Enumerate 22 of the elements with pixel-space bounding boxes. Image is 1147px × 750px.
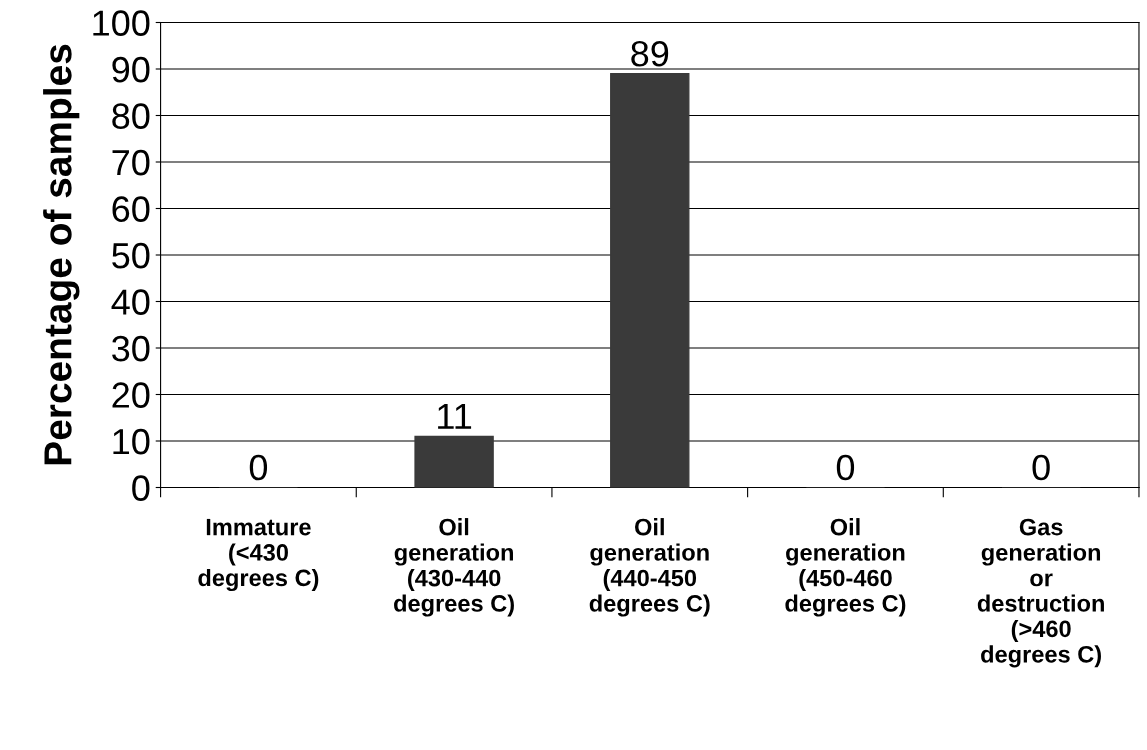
y-tick-label: 70 xyxy=(112,149,150,176)
data-label: 0 xyxy=(1032,454,1050,481)
y-axis-title: Percentage of samples xyxy=(43,44,80,465)
y-tick-label: 90 xyxy=(112,56,150,83)
y-tick-label: 100 xyxy=(93,10,150,36)
y-tick-label: 30 xyxy=(112,335,150,362)
data-label: 89 xyxy=(631,40,669,67)
y-tick-label: 20 xyxy=(112,382,150,408)
data-label: 11 xyxy=(438,404,472,429)
data-label: 0 xyxy=(836,454,855,481)
x-tick-label: Immature (<430 degrees C) xyxy=(198,518,319,592)
y-tick-label: 0 xyxy=(132,475,150,501)
data-label: 0 xyxy=(249,454,268,481)
y-tick-label: 40 xyxy=(111,289,150,315)
x-tick-label: Oil generation (440-450 degrees C) xyxy=(589,518,710,617)
x-tick-label: Gas generation or destruction (>460 degrees C) xyxy=(977,518,1104,668)
y-tick-label: 10 xyxy=(113,428,150,455)
y-tick-label: 80 xyxy=(112,103,150,129)
x-tick-label: Oil generation (430-440 degrees C) xyxy=(394,518,514,617)
y-tick-label: 60 xyxy=(112,196,150,222)
x-tick-label: Oil generation (450-460 degrees C) xyxy=(785,518,906,617)
y-tick-label: 50 xyxy=(112,242,150,269)
